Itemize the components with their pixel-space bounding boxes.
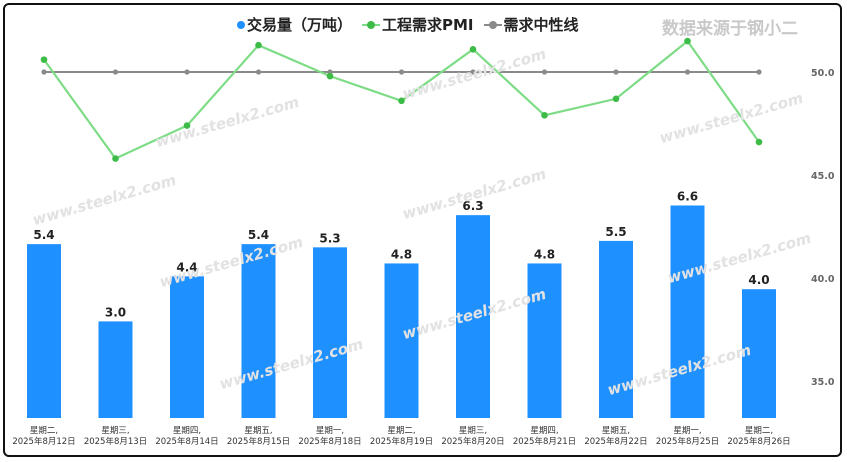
x-tick-label: 星期五, [244,426,272,436]
bar [98,321,133,418]
neutral-point [184,69,190,75]
legend-item-volume[interactable]: 交易量（万吨） [237,14,352,35]
bar-value-label: 5.5 [605,225,626,239]
legend-label-volume: 交易量（万吨） [247,16,353,34]
pmi-point [755,138,763,146]
x-tick-label: 星期三, [101,426,129,436]
neutral-point [756,69,762,75]
bar-value-label: 4.0 [748,273,769,287]
pmi-point [398,97,405,105]
bar-value-label: 4.4 [176,260,197,274]
x-tick-label: 星期二, [387,426,415,436]
legend-label-neutral: 需求中性线 [503,16,579,34]
x-tick-label: 2025年8月21日 [513,436,576,447]
x-tick-label: 星期一, [316,426,344,436]
pmi-point [541,111,548,119]
legend-swatch-pmi [362,20,381,29]
y-tick-label: 40.0 [811,274,835,285]
pmi-point [469,46,477,53]
bar-value-label: 6.6 [677,189,698,203]
bar [313,247,347,418]
x-tick-label: 2025年8月25日 [656,436,719,447]
neutral-point [398,69,405,75]
pmi-point [112,155,119,162]
x-tick-label: 2025年8月26日 [727,436,790,447]
neutral-point [255,69,262,75]
legend-item-pmi[interactable]: 工程需求PMI [362,14,474,35]
neutral-point [112,69,119,75]
chart-legend: 交易量（万吨） 工程需求PMI 需求中性线 [237,14,579,35]
neutral-point [470,69,476,75]
x-tick-label: 星期四, [530,426,558,436]
pmi-point [183,122,191,129]
x-tick-label: 星期一, [673,426,701,436]
x-tick-label: 星期二, [745,426,773,436]
x-tick-label: 2025年8月12日 [12,436,75,447]
neutral-point [41,69,47,75]
source-note: 数据来源于钢小二 [662,19,798,39]
x-tick-label: 2025年8月20日 [441,436,504,447]
pmi-point [40,56,48,63]
bar [670,205,705,418]
bar [742,289,776,418]
y-tick-label: 50.0 [811,68,835,79]
pmi-point [255,41,262,49]
bar [456,215,490,418]
bar-value-label: 4.8 [534,247,555,261]
bar-value-label: 3.0 [105,305,126,319]
legend-swatch-volume [237,20,245,29]
pmi-point [612,95,620,103]
bar [599,240,633,418]
bar-value-label: 5.4 [248,228,269,242]
chart-canvas: 35.040.045.050.05.4星期二,2025年8月12日3.0星期三,… [12,37,835,447]
bar-value-label: 6.3 [462,199,483,213]
bar-value-label: 5.3 [319,231,340,245]
x-tick-label: 2025年8月13日 [84,436,147,447]
bar [384,263,419,418]
bar [170,276,204,418]
x-tick-label: 星期四, [173,426,201,436]
bar [527,263,562,418]
y-tick-label: 45.0 [811,171,835,182]
chart-frame: 35.0 40.0 45.0 50.0 5.4 星期二, 2025年8月12日 3.0 星期三,… [3,3,842,457]
x-tick-label: 星期五, [602,426,630,436]
y-tick-label: 35.0 [811,377,835,388]
x-tick-label: 2025年8月14日 [155,436,218,447]
x-tick-label: 星期三, [459,426,487,436]
bar [241,244,276,418]
x-tick-label: 2025年8月15日 [227,436,290,447]
neutral-point [613,69,619,75]
bar [27,244,61,418]
legend-swatch-neutral [483,20,502,29]
x-tick-label: 星期二, [30,426,58,436]
x-tick-label: 2025年8月22日 [584,436,647,447]
bar-value-label: 5.4 [33,228,54,242]
x-tick-label: 2025年8月18日 [298,436,361,447]
neutral-point [541,69,548,75]
neutral-point [684,69,691,75]
legend-item-neutral[interactable]: 需求中性线 [483,14,579,35]
pmi-point [326,72,334,80]
pmi-point [684,37,691,45]
legend-label-pmi: 工程需求PMI [382,16,474,34]
bar-value-label: 4.8 [391,247,412,261]
x-tick-label: 2025年8月19日 [370,436,433,447]
